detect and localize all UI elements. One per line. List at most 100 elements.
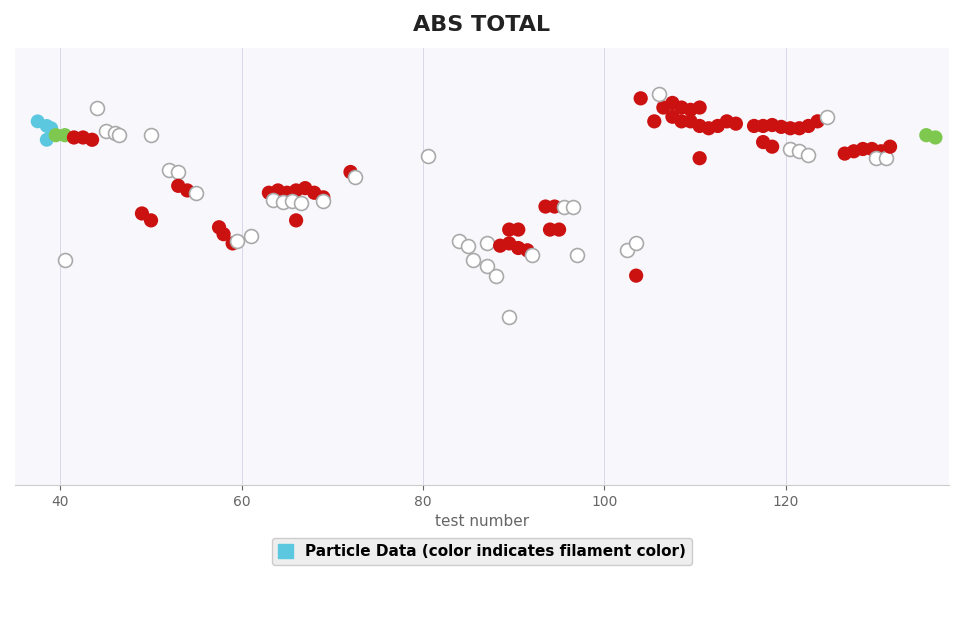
- Point: [629, 239, 644, 249]
- Point: [783, 144, 798, 154]
- Point: [764, 120, 780, 130]
- Point: [493, 240, 508, 251]
- Point: [864, 144, 879, 154]
- Point: [451, 236, 467, 246]
- Point: [144, 130, 159, 140]
- Point: [161, 165, 176, 175]
- Point: [538, 201, 553, 212]
- Point: [570, 249, 585, 260]
- Legend: Particle Data (color indicates filament color): Particle Data (color indicates filament …: [272, 538, 692, 565]
- Point: [67, 132, 82, 143]
- Point: [543, 224, 558, 235]
- Point: [791, 123, 807, 133]
- Point: [620, 245, 635, 255]
- Point: [656, 102, 671, 113]
- Point: [501, 312, 517, 322]
- Point: [225, 239, 240, 249]
- Point: [783, 123, 798, 133]
- Point: [818, 112, 834, 122]
- Point: [674, 102, 689, 113]
- Point: [134, 208, 149, 219]
- Point: [878, 153, 894, 163]
- Point: [551, 224, 567, 235]
- Point: [280, 188, 295, 198]
- Point: [293, 198, 308, 208]
- Point: [420, 150, 436, 161]
- Point: [683, 105, 698, 115]
- Point: [270, 185, 285, 195]
- Point: [229, 236, 245, 246]
- Point: [520, 245, 535, 255]
- Point: [710, 121, 726, 131]
- Point: [479, 239, 495, 249]
- Point: [756, 121, 771, 131]
- Point: [261, 188, 277, 198]
- Point: [665, 112, 681, 122]
- Point: [927, 132, 943, 143]
- Point: [30, 116, 45, 127]
- Point: [488, 271, 503, 281]
- Point: [701, 123, 716, 133]
- Point: [466, 255, 481, 265]
- Point: [98, 125, 114, 136]
- Point: [107, 128, 122, 138]
- Point: [39, 121, 54, 131]
- Point: [629, 271, 644, 281]
- Point: [556, 201, 572, 212]
- Point: [746, 121, 762, 131]
- Point: [179, 185, 195, 195]
- Point: [275, 197, 290, 207]
- Point: [692, 121, 708, 131]
- Point: [511, 224, 526, 235]
- Point: [288, 215, 304, 226]
- Point: [801, 121, 817, 131]
- Point: [75, 132, 91, 143]
- Point: [882, 141, 897, 152]
- Point: [791, 146, 807, 156]
- Point: [171, 167, 186, 177]
- Point: [39, 134, 54, 145]
- Point: [683, 116, 698, 127]
- Point: [674, 116, 689, 127]
- Point: [479, 261, 495, 271]
- Point: [315, 195, 331, 206]
- Point: [764, 141, 780, 152]
- Point: [216, 229, 231, 239]
- Point: [511, 243, 526, 253]
- Point: [756, 137, 771, 147]
- Point: [89, 102, 104, 113]
- Point: [547, 201, 562, 212]
- Point: [869, 153, 884, 163]
- Point: [665, 98, 681, 108]
- Point: [288, 185, 304, 195]
- Point: [524, 249, 540, 260]
- Point: [112, 130, 127, 140]
- Point: [283, 195, 299, 206]
- Title: ABS TOTAL: ABS TOTAL: [414, 15, 550, 35]
- Point: [57, 130, 72, 140]
- Point: [728, 118, 743, 129]
- Point: [855, 144, 870, 154]
- Point: [846, 146, 862, 156]
- Point: [211, 222, 227, 232]
- Point: [565, 201, 580, 212]
- Point: [633, 93, 649, 104]
- Point: [801, 149, 817, 159]
- Point: [343, 167, 359, 177]
- Point: [501, 239, 517, 249]
- Point: [57, 255, 72, 265]
- Point: [692, 153, 708, 163]
- Point: [919, 130, 934, 140]
- X-axis label: test number: test number: [435, 514, 529, 529]
- Point: [266, 194, 281, 204]
- Point: [189, 188, 204, 198]
- Point: [171, 181, 186, 191]
- Point: [837, 149, 852, 159]
- Point: [647, 116, 662, 127]
- Point: [144, 215, 159, 226]
- Point: [85, 134, 100, 145]
- Point: [692, 102, 708, 113]
- Point: [719, 116, 735, 127]
- Point: [315, 192, 331, 203]
- Point: [48, 130, 64, 140]
